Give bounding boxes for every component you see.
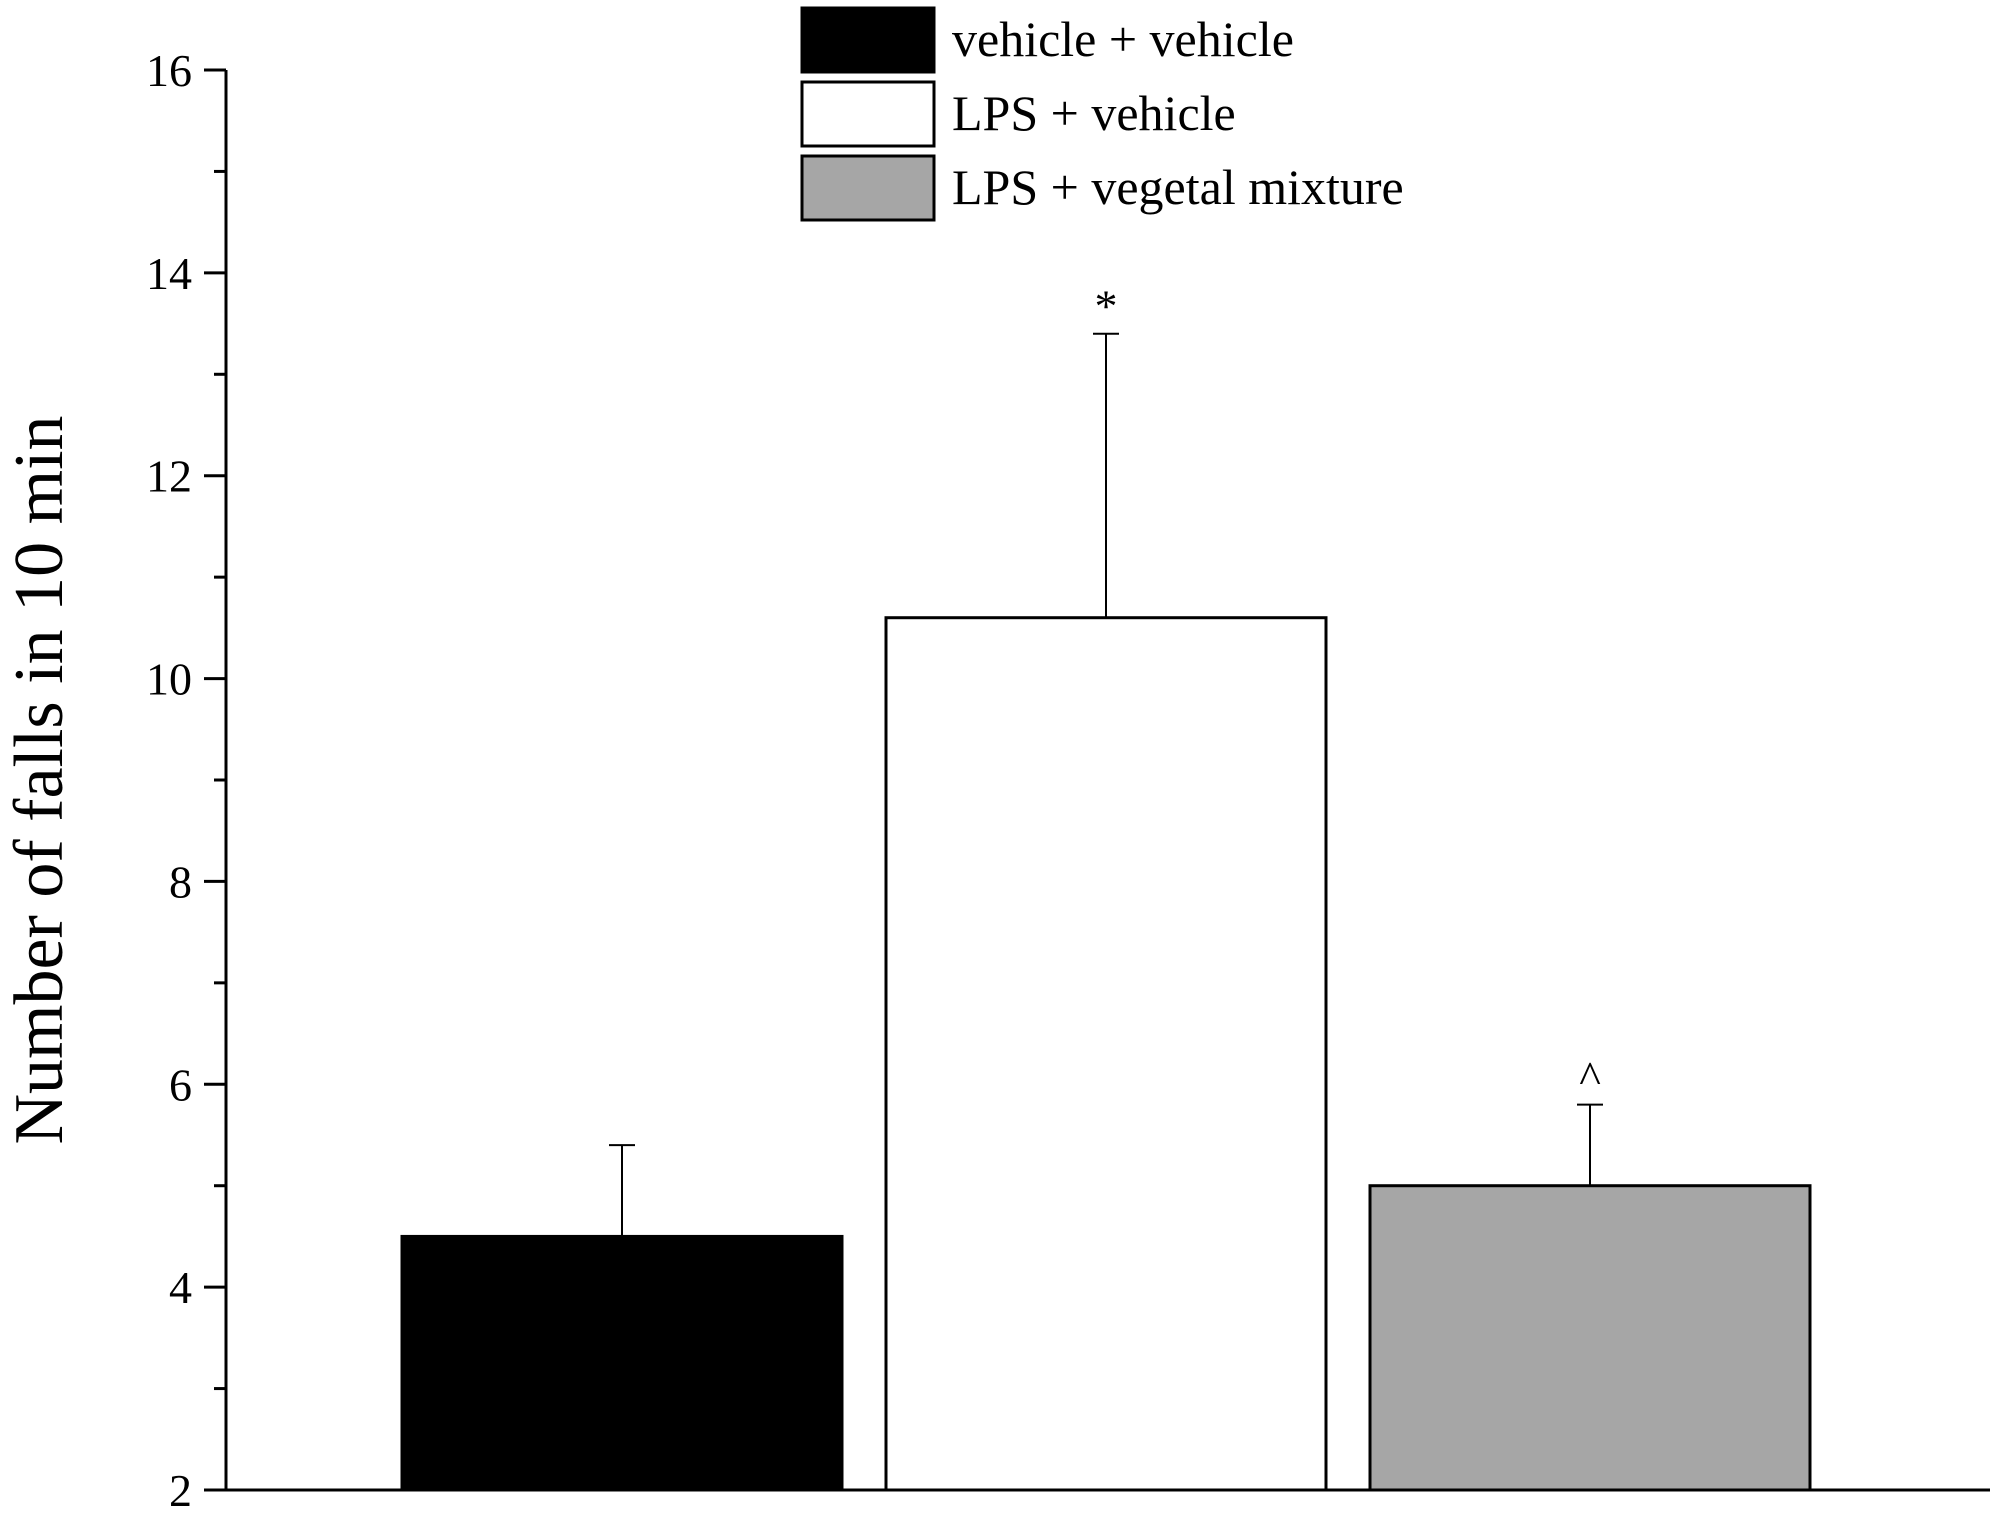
y-tick-label: 6 [169,1059,192,1110]
bar [884,616,1328,1492]
bars: *^ [400,281,1812,1492]
bar [1368,1184,1812,1492]
bar [400,1234,844,1492]
legend-label: vehicle + vehicle [952,11,1294,67]
legend-swatch [800,80,936,148]
y-tick-label: 14 [146,248,192,299]
y-tick-label: 8 [169,856,192,907]
legend-label: LPS + vehicle [952,85,1236,141]
y-tick-label: 12 [146,451,192,502]
legend: vehicle + vehicle LPS + vehicle LPS + vege… [800,6,1404,222]
y-tick-label: 10 [146,654,192,705]
legend-swatch [800,154,936,222]
y-tick-label: 2 [169,1465,192,1514]
legend-label: LPS + vegetal mixture [952,159,1404,215]
y-tick-label: 4 [169,1262,192,1313]
significance-marker: ^ [1579,1052,1601,1103]
significance-marker: * [1095,281,1118,332]
y-ticks: 2 4 6 8 10 12 14 16 [146,45,226,1514]
legend-swatch [800,6,936,74]
y-axis-title: Number of falls in 10 min [1,415,78,1144]
y-tick-label: 16 [146,45,192,96]
